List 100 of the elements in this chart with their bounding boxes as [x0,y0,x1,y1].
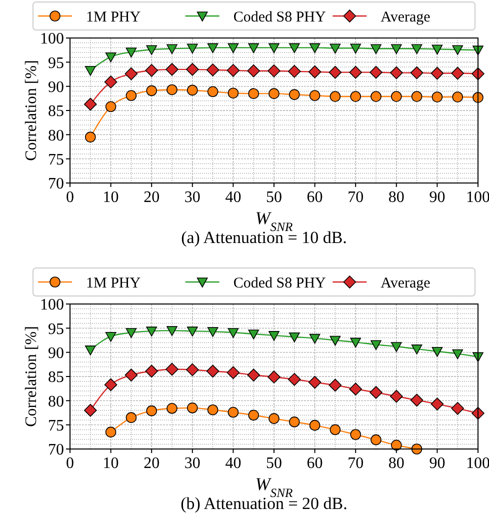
point [432,346,443,357]
point [85,132,96,142]
x-tick-label: 90 [429,189,446,206]
y-tick-label: 70 [48,176,64,193]
y-axis-title: Correlation [%] [23,326,40,427]
point [328,66,342,79]
point [391,44,402,54]
point [452,349,463,360]
legend-label: Average [380,275,431,292]
point [350,429,361,440]
point [166,403,178,414]
legend-label: Coded S8 PHY [233,275,326,292]
point [330,424,341,436]
point [452,45,463,55]
point [370,44,382,54]
point [289,89,300,100]
x-tick-label: 70 [348,455,364,472]
point [350,338,361,348]
point [206,64,220,76]
point [289,416,300,428]
y-tick-label: 90 [48,78,64,96]
point [330,44,341,54]
point [432,44,443,55]
point [228,88,239,98]
x-tick-label: 20 [144,189,160,206]
point [451,66,464,80]
point [370,340,382,350]
x-tick-label: 30 [184,455,200,472]
point [308,65,322,78]
x-tick-label: 20 [144,455,160,472]
point [309,90,320,101]
point [124,67,138,80]
point [289,332,300,342]
point [104,76,118,88]
point [268,331,280,341]
point [432,92,443,102]
point [207,86,218,98]
point [410,66,424,80]
point [288,373,301,386]
point [104,378,118,392]
point [451,402,464,415]
point [349,66,362,79]
point [370,91,382,102]
point [146,405,157,416]
point [166,44,178,54]
legend-label: Average [380,9,431,26]
point [309,334,320,344]
point [370,386,382,399]
point [350,91,361,102]
x-tick-label: 0 [66,189,74,206]
point [105,332,116,342]
point [410,394,424,407]
x-tick-label: 60 [306,189,323,206]
point [126,48,137,58]
point [126,328,137,338]
point [85,346,96,356]
y-tick-label: 75 [48,417,64,434]
point [430,398,444,410]
point [187,326,198,336]
point [411,91,422,102]
x-tick-label: 90 [429,455,446,472]
x-tick-label: 40 [225,189,242,206]
point [391,91,402,102]
legend-label: Coded S8 PHY [233,9,326,26]
point [228,328,239,338]
legend-label: 1M PHY [86,9,141,26]
x-tick-label: 80 [388,455,404,472]
point [226,64,240,77]
y-tick-label: 75 [48,151,64,168]
point [146,45,157,55]
point [126,90,137,101]
point [187,44,198,54]
y-tick-label: 70 [48,442,64,459]
point [288,64,301,78]
point [145,64,158,77]
point [146,85,157,96]
point [268,64,280,78]
point [248,43,259,54]
point [187,402,198,414]
y-tick-label: 80 [48,393,64,410]
point [391,440,402,451]
x-tick-label: 0 [66,455,74,472]
point [126,412,137,423]
point [390,390,403,403]
point [206,364,220,378]
point [228,43,239,54]
point [146,326,157,336]
point [105,101,116,112]
y-tick-label: 100 [40,30,64,48]
point [330,91,341,102]
point [186,63,199,76]
point [248,330,259,340]
x-tick-label: 30 [184,189,200,206]
point [145,364,158,378]
point [370,434,382,446]
point [308,376,322,389]
point [268,88,280,99]
y-axis-title: Correlation [%] [23,60,40,161]
point [248,410,259,421]
point [430,66,444,80]
